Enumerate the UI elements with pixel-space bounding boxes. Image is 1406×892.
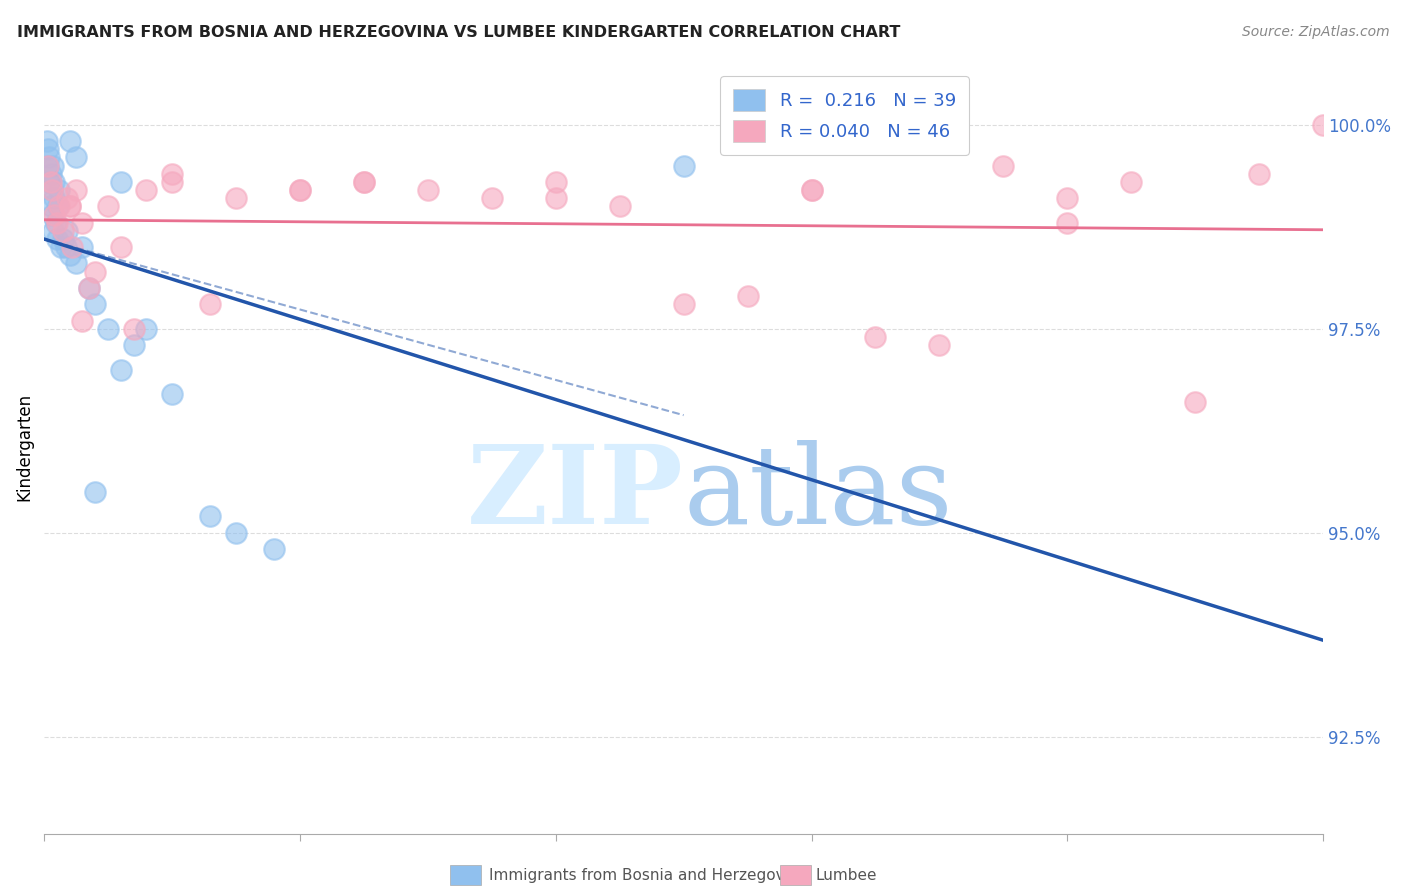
Point xyxy=(65,151,87,165)
Point xyxy=(110,362,132,376)
Point xyxy=(45,216,67,230)
Point xyxy=(72,240,94,254)
Point xyxy=(1312,118,1334,132)
Point xyxy=(84,484,107,499)
Point xyxy=(42,159,65,173)
Point xyxy=(865,330,887,344)
Point xyxy=(737,289,759,303)
Point xyxy=(44,175,66,189)
Point xyxy=(37,142,59,156)
Point xyxy=(72,216,94,230)
Point xyxy=(72,313,94,327)
Point xyxy=(225,525,247,540)
Point xyxy=(52,232,75,246)
Point xyxy=(56,191,79,205)
Point xyxy=(52,224,75,238)
Point xyxy=(225,191,247,205)
Text: atlas: atlas xyxy=(683,440,953,547)
Point xyxy=(160,167,183,181)
Point xyxy=(48,199,70,213)
Point xyxy=(353,175,375,189)
Point xyxy=(1056,191,1078,205)
Point xyxy=(39,167,62,181)
Point xyxy=(993,159,1015,173)
Legend: R =  0.216   N = 39, R = 0.040   N = 46: R = 0.216 N = 39, R = 0.040 N = 46 xyxy=(720,77,969,154)
Point xyxy=(60,240,83,254)
Point xyxy=(263,541,285,556)
Point xyxy=(45,216,67,230)
Point xyxy=(160,175,183,189)
Point xyxy=(122,322,145,336)
Point xyxy=(77,281,100,295)
Point xyxy=(56,224,79,238)
Point xyxy=(59,199,82,213)
Point xyxy=(65,183,87,197)
Point xyxy=(609,199,631,213)
Point xyxy=(97,199,120,213)
Point xyxy=(41,208,63,222)
Point xyxy=(38,175,60,189)
Point xyxy=(39,175,62,189)
Point xyxy=(37,159,59,173)
Point xyxy=(35,134,58,148)
Point xyxy=(59,134,82,148)
Point xyxy=(1121,175,1143,189)
Text: Lumbee: Lumbee xyxy=(815,868,877,882)
Point xyxy=(41,183,63,197)
Point xyxy=(672,159,695,173)
Text: Source: ZipAtlas.com: Source: ZipAtlas.com xyxy=(1241,25,1389,39)
Point xyxy=(135,183,157,197)
Point xyxy=(160,387,183,401)
Point xyxy=(110,175,132,189)
Text: Immigrants from Bosnia and Herzegovina: Immigrants from Bosnia and Herzegovina xyxy=(489,868,808,882)
Point xyxy=(1184,395,1206,409)
Point xyxy=(800,183,823,197)
Point xyxy=(84,265,107,279)
Point xyxy=(416,183,439,197)
Point xyxy=(59,199,82,213)
Point xyxy=(65,256,87,270)
Point xyxy=(46,199,69,213)
Point xyxy=(38,151,60,165)
Point xyxy=(42,224,65,238)
Point xyxy=(200,509,222,524)
Text: ZIP: ZIP xyxy=(467,440,683,547)
Point xyxy=(481,191,503,205)
Point xyxy=(672,297,695,311)
Point xyxy=(84,297,107,311)
Point xyxy=(44,208,66,222)
Point xyxy=(544,191,567,205)
Point xyxy=(44,191,66,205)
Point xyxy=(288,183,311,197)
Point xyxy=(800,183,823,197)
Point xyxy=(1056,216,1078,230)
Point xyxy=(59,248,82,262)
Text: IMMIGRANTS FROM BOSNIA AND HERZEGOVINA VS LUMBEE KINDERGARTEN CORRELATION CHART: IMMIGRANTS FROM BOSNIA AND HERZEGOVINA V… xyxy=(17,25,900,40)
Point xyxy=(110,240,132,254)
Point xyxy=(41,183,63,197)
Point xyxy=(49,240,72,254)
Point xyxy=(48,183,70,197)
Point xyxy=(353,175,375,189)
Point xyxy=(45,232,67,246)
Point xyxy=(928,338,950,352)
Point xyxy=(200,297,222,311)
Point xyxy=(97,322,120,336)
Point xyxy=(55,240,77,254)
Point xyxy=(288,183,311,197)
Y-axis label: Kindergarten: Kindergarten xyxy=(15,392,32,501)
Point xyxy=(122,338,145,352)
Point xyxy=(39,199,62,213)
Point xyxy=(1249,167,1271,181)
Point xyxy=(135,322,157,336)
Point xyxy=(77,281,100,295)
Point xyxy=(37,159,59,173)
Point xyxy=(544,175,567,189)
